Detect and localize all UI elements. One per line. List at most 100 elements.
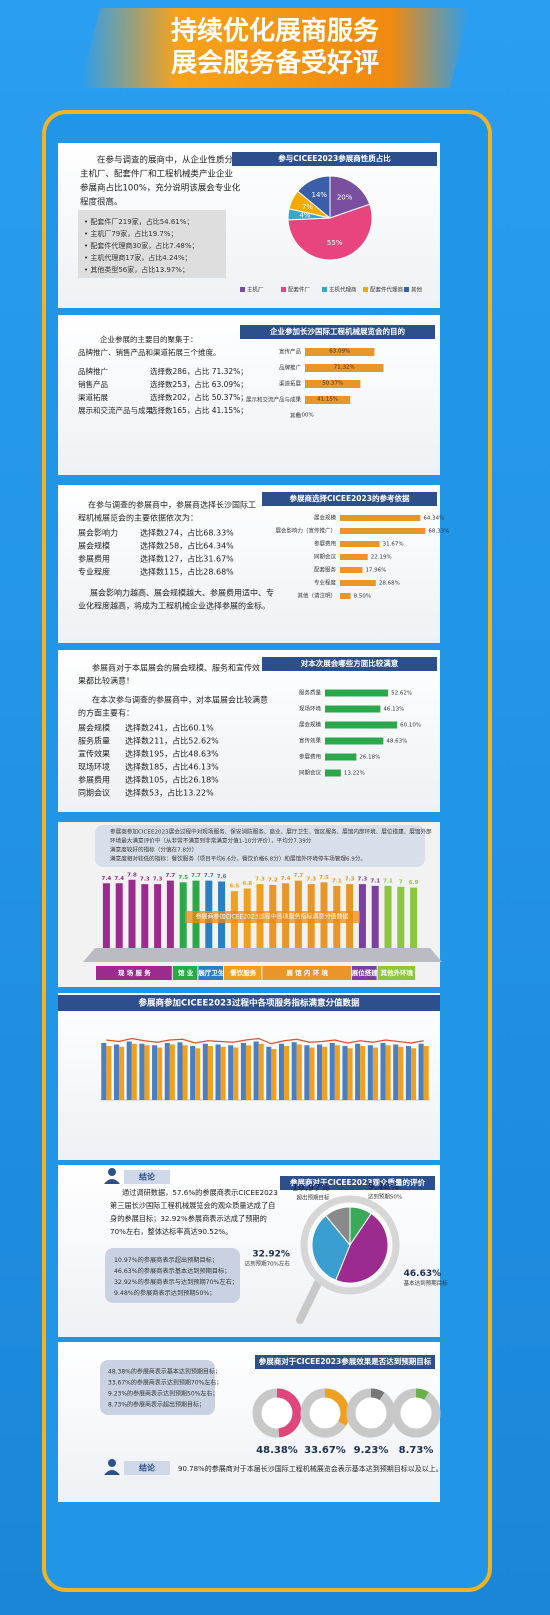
value-label: 50.37% <box>322 381 343 387</box>
text: 的方面主要有： <box>78 708 134 718</box>
chart-title-bar <box>240 325 435 339</box>
value-label: 68.33% <box>428 529 449 535</box>
pie-slice <box>296 175 331 220</box>
text: 满意度较好的指标（分值在7.8分） <box>110 846 197 854</box>
bar <box>113 1044 120 1100</box>
text: 10.97%的参展商表示超出预期目标； <box>114 1256 218 1264</box>
bar <box>358 884 366 948</box>
bar <box>182 1045 188 1100</box>
bar <box>305 396 351 404</box>
value-label: 7.3 <box>153 877 163 883</box>
text: 通过调研数据，57.6%的参展商表示CICEE2023 <box>122 1188 278 1197</box>
bar <box>284 1046 290 1100</box>
bar <box>253 1041 259 1100</box>
pie-slice <box>335 1212 389 1284</box>
category-label: 基本达到预期目标 <box>404 1279 449 1287</box>
chart-title: 对本次展会哪些方面比较满意 <box>301 658 399 668</box>
value-label: 20% <box>337 193 353 201</box>
row-label: 专业程度 <box>78 567 110 577</box>
bar <box>325 689 389 697</box>
bar <box>329 1043 335 1100</box>
text: 参展商占比100%，充分说明该展会专业化 <box>80 183 241 194</box>
legend-swatch <box>404 287 409 292</box>
chart-title: 参展商参加CICEE2023过程中各项服务指标满意分值数据 <box>195 913 348 921</box>
bar <box>340 580 376 586</box>
bar <box>106 1046 112 1100</box>
list-box <box>78 210 226 278</box>
bar <box>119 1046 125 1100</box>
legend-label: 主机代理商 <box>329 286 357 294</box>
value-label: 60.10% <box>400 723 421 729</box>
group-band <box>377 966 415 980</box>
text: • 配套件厂219家，占比54.61%； <box>84 217 193 226</box>
list-box <box>105 1248 240 1303</box>
value-label: 7.8 <box>127 872 137 878</box>
category-label: 同期会议 <box>299 769 322 777</box>
row-value: 选择数185，占比46.13% <box>125 762 219 772</box>
value-label: 6.8 <box>242 881 252 887</box>
value-label: 6.9 <box>409 880 419 886</box>
bar <box>215 1044 221 1100</box>
legend-label: 其他 <box>411 286 423 294</box>
category-label: 专业程度 <box>314 579 337 587</box>
donut-track <box>346 1388 396 1438</box>
category-label: 展会影响力（宣传推广） <box>275 527 336 535</box>
group-label: 其他外环境 <box>381 968 414 977</box>
value-label: 7.7 <box>166 873 176 879</box>
bar <box>305 380 361 388</box>
bar <box>380 1043 386 1100</box>
magnifier <box>296 1195 400 1324</box>
text: 程度很高。 <box>80 197 123 208</box>
section-label: 结论 <box>139 1172 156 1182</box>
row-value: 选择数274，占比68.33% <box>140 528 234 538</box>
value-label: 17.96% <box>365 568 386 574</box>
bar <box>179 882 187 948</box>
bar <box>342 1046 348 1100</box>
group-band <box>172 966 198 980</box>
text: • 主机代理商17家，占比4.24%； <box>84 253 192 262</box>
chart-title-bar <box>58 995 440 1011</box>
value-label: 41.15% <box>317 397 338 403</box>
bar <box>340 528 426 534</box>
legend-label: 主机厂 <box>247 286 264 294</box>
row-value: 选择数253，占比 63.09%； <box>150 379 248 389</box>
bar <box>325 705 381 713</box>
chart-title: 参展商对于CICEE2023观众质量的评价 <box>290 1177 425 1187</box>
bar <box>305 348 375 356</box>
value-label: 7.3 <box>345 877 355 883</box>
panel <box>58 485 440 643</box>
text: 品牌推广、销售产品和渠道拓展三个维度。 <box>78 347 221 357</box>
bar <box>278 1043 285 1100</box>
group-label: 现 场 服 务 <box>118 968 151 977</box>
bar <box>340 554 368 560</box>
text: 参展商对于本届展会的展会规模、服务和宣传效 <box>92 663 260 673</box>
group-label: 展厅卫生 <box>197 968 225 977</box>
bar <box>304 1045 310 1100</box>
value-label: 7.7 <box>204 873 214 879</box>
bar <box>355 1043 361 1100</box>
bar <box>322 1046 328 1100</box>
value-label: 7.7 <box>294 873 304 879</box>
value-label: 26.18% <box>359 755 380 761</box>
text: 展会影响力越高、展会规模越大、参展费用适中、专 <box>90 588 274 598</box>
text: 在参与调查的参展商中，参展商选择长沙国际工 <box>88 500 256 510</box>
bar <box>195 1048 201 1100</box>
bar <box>347 1048 353 1100</box>
chart-title-bar <box>262 492 437 506</box>
value-label: 48.38% <box>256 1445 298 1456</box>
bar <box>141 884 149 948</box>
group-band <box>224 966 262 980</box>
group-band <box>198 966 223 980</box>
value-label: 7.3 <box>255 877 265 883</box>
row-value: 选择数195，占比48.63% <box>125 749 219 759</box>
row-value: 选择数105，占比26.18% <box>125 775 219 785</box>
value-label: 7.5 <box>319 875 329 881</box>
bar <box>128 879 136 948</box>
bar <box>131 1043 137 1100</box>
chart-title: 参与CICEE2023参展商性质占比 <box>278 153 391 163</box>
value-label: 4% <box>299 212 310 220</box>
bar <box>334 1045 340 1100</box>
category-label: 达到预期70%左右 <box>245 1260 291 1268</box>
row-label: 展会规模 <box>78 541 110 551</box>
